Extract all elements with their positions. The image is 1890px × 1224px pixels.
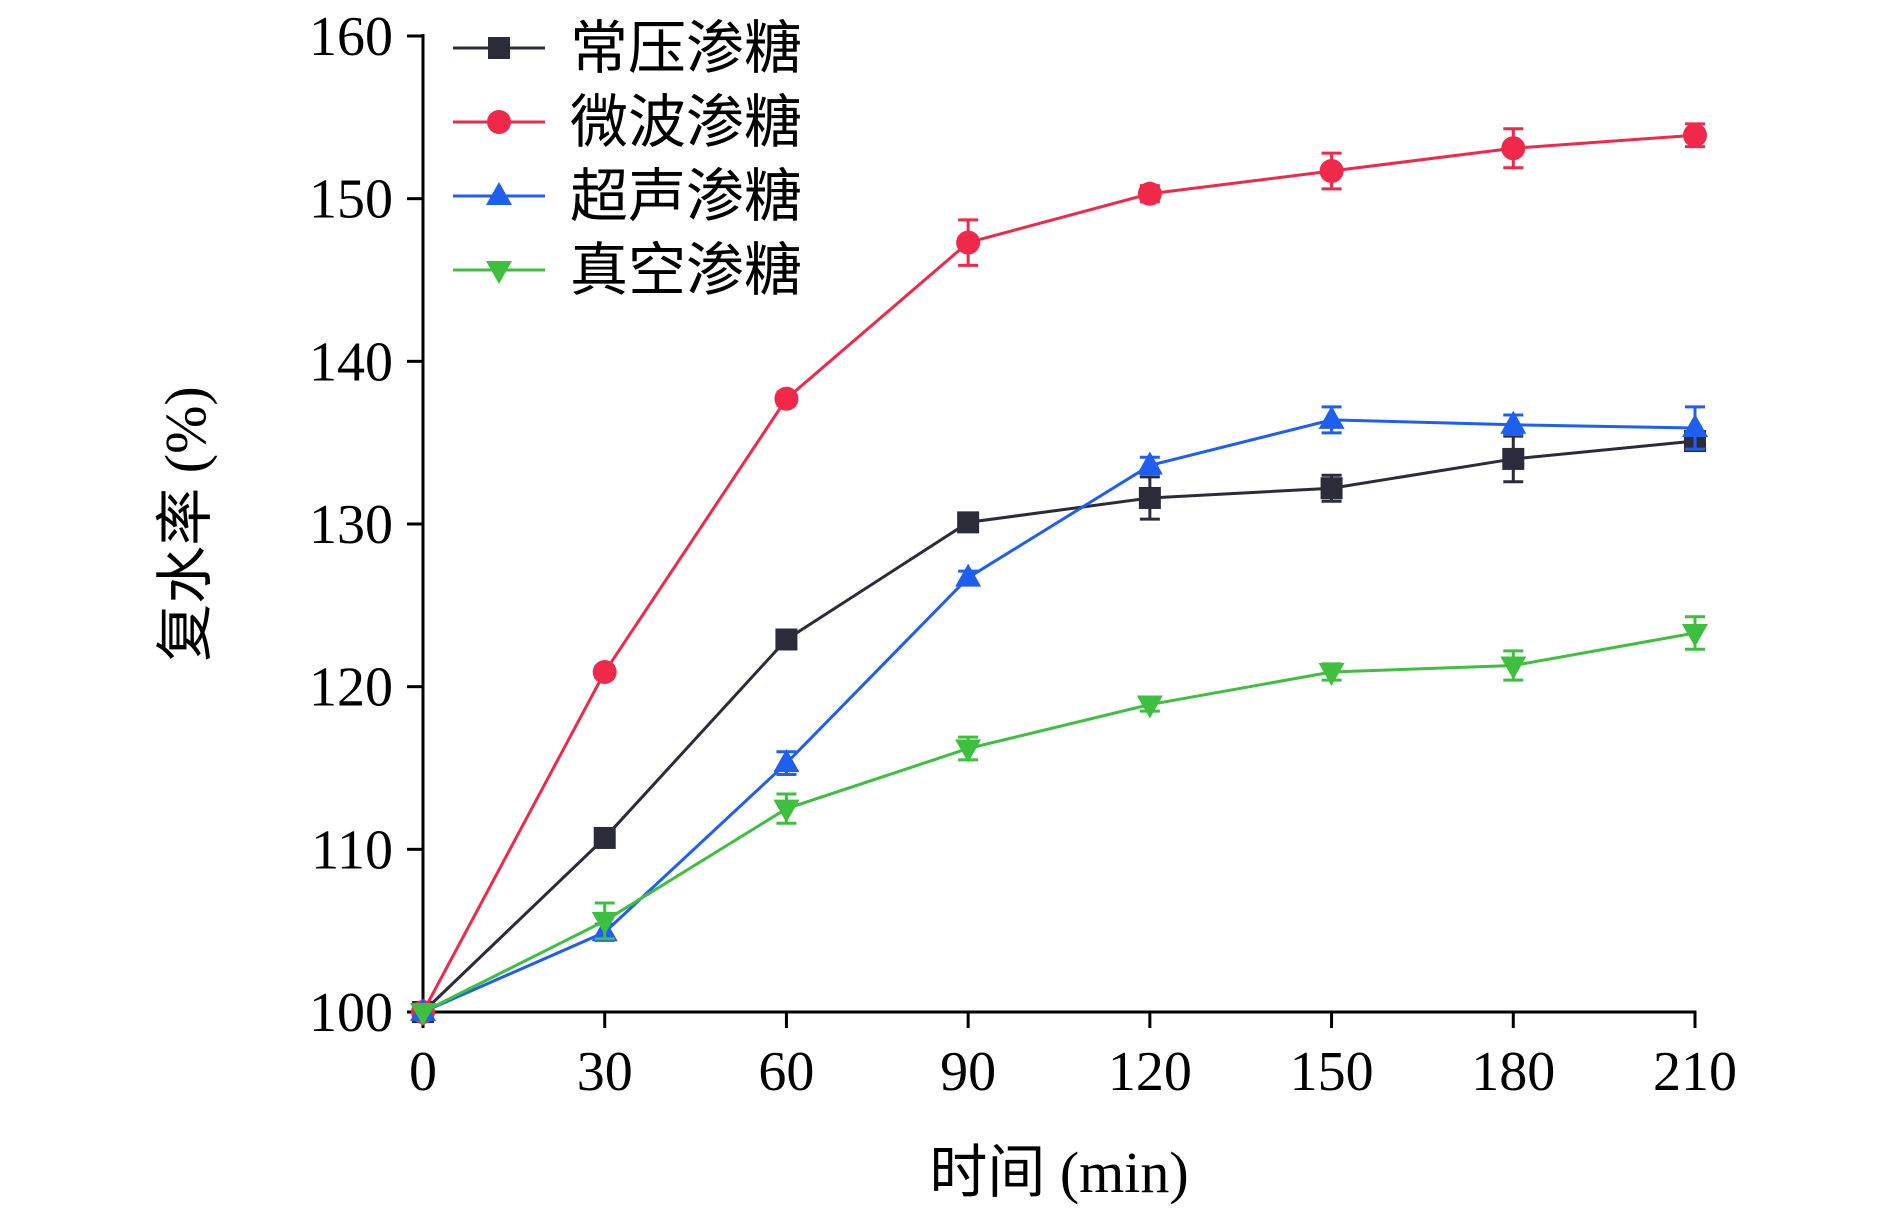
x-tick-label: 150 [1290,1041,1374,1103]
y-tick-label: 120 [309,657,393,719]
legend-marker [487,110,511,134]
x-tick-label: 120 [1108,1041,1192,1103]
data-point [591,911,618,935]
axes: 时间 (min) 复水率 (%) 0 30 60 90 120 150 180 210 100… [153,6,1737,1205]
x-ticks: 0 30 60 90 120 150 180 210 [409,1012,1737,1103]
data-point [1682,623,1708,647]
series-line [421,133,1696,1013]
x-tick-label: 210 [1653,1041,1737,1103]
series-line [421,439,1696,1014]
data-point [956,230,981,255]
data-point [774,386,799,411]
y-tick-label: 100 [309,982,393,1044]
legend-item: 常压渗糖 [453,16,802,81]
data-point [1138,486,1161,509]
x-axis-title: 时间 (min) [929,1140,1188,1205]
legend-marker [488,37,510,59]
data-point [593,826,616,849]
data-point [955,563,982,587]
y-tick-label: 160 [309,6,393,68]
y-tick-label: 150 [309,169,393,231]
data-point [1500,656,1527,680]
x-tick-label: 60 [758,1041,814,1103]
data-point [1500,410,1527,434]
series-line [422,418,1696,1014]
y-tick-label: 130 [309,494,393,556]
data-point [957,511,980,534]
series-line [422,631,1696,1014]
legend-marker [486,261,512,284]
data-point [775,628,798,651]
data-point [1683,123,1707,148]
y-ticks: 100 110 120 130 140 150 160 [309,6,423,1044]
data-point [773,799,800,823]
legend-label: 真空渗糖 [570,238,802,303]
data-point [1682,414,1708,438]
y-axis-title: 复水率 (%) [153,386,218,661]
data-point [1136,451,1163,475]
data-point [955,739,982,763]
legend-label: 常压渗糖 [570,16,802,81]
data-point [410,1003,436,1026]
data-point [1136,695,1163,719]
x-tick-label: 180 [1471,1041,1555,1103]
x-tick-label: 0 [409,1041,437,1103]
data-point [1137,181,1162,206]
legend-item: 微波渗糖 [453,90,802,155]
legend-item: 真空渗糖 [453,238,802,303]
legend-label: 微波渗糖 [570,90,802,155]
data-point [1502,447,1525,470]
y-tick-label: 110 [311,819,393,881]
legend-item: 超声渗糖 [453,164,802,229]
data-point [1318,405,1345,429]
data-point [592,660,617,685]
data-point [773,749,800,773]
x-tick-label: 90 [940,1041,996,1103]
series-3 [410,615,1708,1026]
series-layer [410,122,1708,1026]
data-point [1320,477,1343,500]
y-tick-label: 140 [309,331,393,393]
x-tick-label: 30 [577,1041,633,1103]
legend-label: 超声渗糖 [570,164,802,229]
legend-marker [486,182,512,205]
data-point [1501,136,1526,161]
data-point [1319,159,1344,184]
data-point [1318,663,1345,687]
